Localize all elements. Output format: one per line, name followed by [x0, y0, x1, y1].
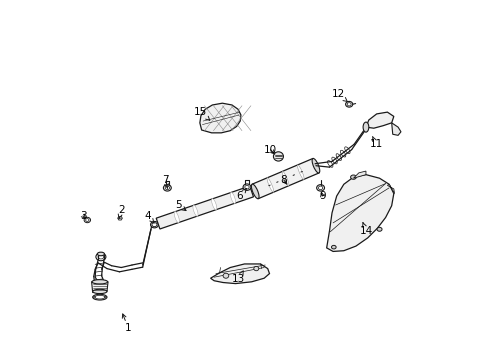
Text: 13: 13: [231, 271, 244, 284]
Ellipse shape: [363, 122, 368, 132]
Polygon shape: [118, 216, 122, 220]
Text: 1: 1: [122, 314, 131, 333]
Ellipse shape: [331, 157, 337, 164]
Ellipse shape: [174, 212, 179, 223]
Polygon shape: [156, 186, 253, 229]
Text: 15: 15: [194, 107, 209, 120]
Ellipse shape: [223, 273, 228, 278]
Ellipse shape: [331, 246, 335, 249]
Ellipse shape: [104, 296, 106, 298]
Ellipse shape: [92, 280, 107, 284]
Ellipse shape: [345, 102, 352, 107]
Ellipse shape: [165, 186, 169, 190]
Ellipse shape: [85, 219, 89, 221]
Ellipse shape: [266, 178, 273, 192]
Ellipse shape: [350, 175, 356, 179]
Text: 8: 8: [280, 175, 286, 185]
Ellipse shape: [230, 192, 235, 203]
Polygon shape: [365, 112, 393, 128]
Text: 6: 6: [236, 189, 246, 201]
Polygon shape: [200, 103, 241, 133]
Polygon shape: [386, 184, 394, 194]
Ellipse shape: [311, 158, 319, 173]
Ellipse shape: [193, 205, 198, 216]
Ellipse shape: [244, 185, 248, 189]
Text: 7: 7: [162, 175, 168, 188]
Ellipse shape: [150, 221, 158, 228]
Ellipse shape: [297, 165, 304, 179]
Ellipse shape: [84, 217, 90, 223]
Text: 11: 11: [368, 136, 382, 149]
Text: 4: 4: [144, 211, 154, 223]
Polygon shape: [252, 158, 318, 199]
Polygon shape: [210, 264, 269, 284]
Polygon shape: [91, 282, 108, 293]
Polygon shape: [326, 175, 393, 251]
Ellipse shape: [93, 294, 107, 300]
Ellipse shape: [376, 227, 381, 231]
Ellipse shape: [273, 152, 283, 161]
Ellipse shape: [95, 296, 104, 299]
Ellipse shape: [98, 255, 103, 259]
Ellipse shape: [96, 253, 106, 261]
Ellipse shape: [211, 199, 216, 210]
Ellipse shape: [97, 252, 104, 256]
Text: 5: 5: [175, 200, 185, 211]
Ellipse shape: [316, 185, 324, 191]
Ellipse shape: [340, 150, 345, 157]
Text: 2: 2: [118, 205, 124, 219]
Ellipse shape: [335, 154, 341, 161]
Text: 14: 14: [359, 223, 372, 236]
Ellipse shape: [282, 171, 288, 186]
Polygon shape: [391, 123, 400, 135]
Text: 9: 9: [318, 191, 325, 201]
Ellipse shape: [346, 103, 350, 106]
Ellipse shape: [251, 184, 259, 199]
Ellipse shape: [96, 281, 105, 286]
Ellipse shape: [318, 186, 322, 190]
Ellipse shape: [93, 296, 95, 298]
Ellipse shape: [163, 185, 171, 191]
Ellipse shape: [253, 266, 258, 271]
Ellipse shape: [243, 184, 250, 190]
Text: 10: 10: [264, 145, 277, 155]
Ellipse shape: [93, 289, 107, 294]
Polygon shape: [353, 171, 365, 178]
Text: 3: 3: [80, 211, 86, 221]
Ellipse shape: [327, 161, 332, 167]
Ellipse shape: [344, 147, 349, 154]
Text: 12: 12: [331, 89, 347, 102]
Ellipse shape: [152, 223, 157, 226]
